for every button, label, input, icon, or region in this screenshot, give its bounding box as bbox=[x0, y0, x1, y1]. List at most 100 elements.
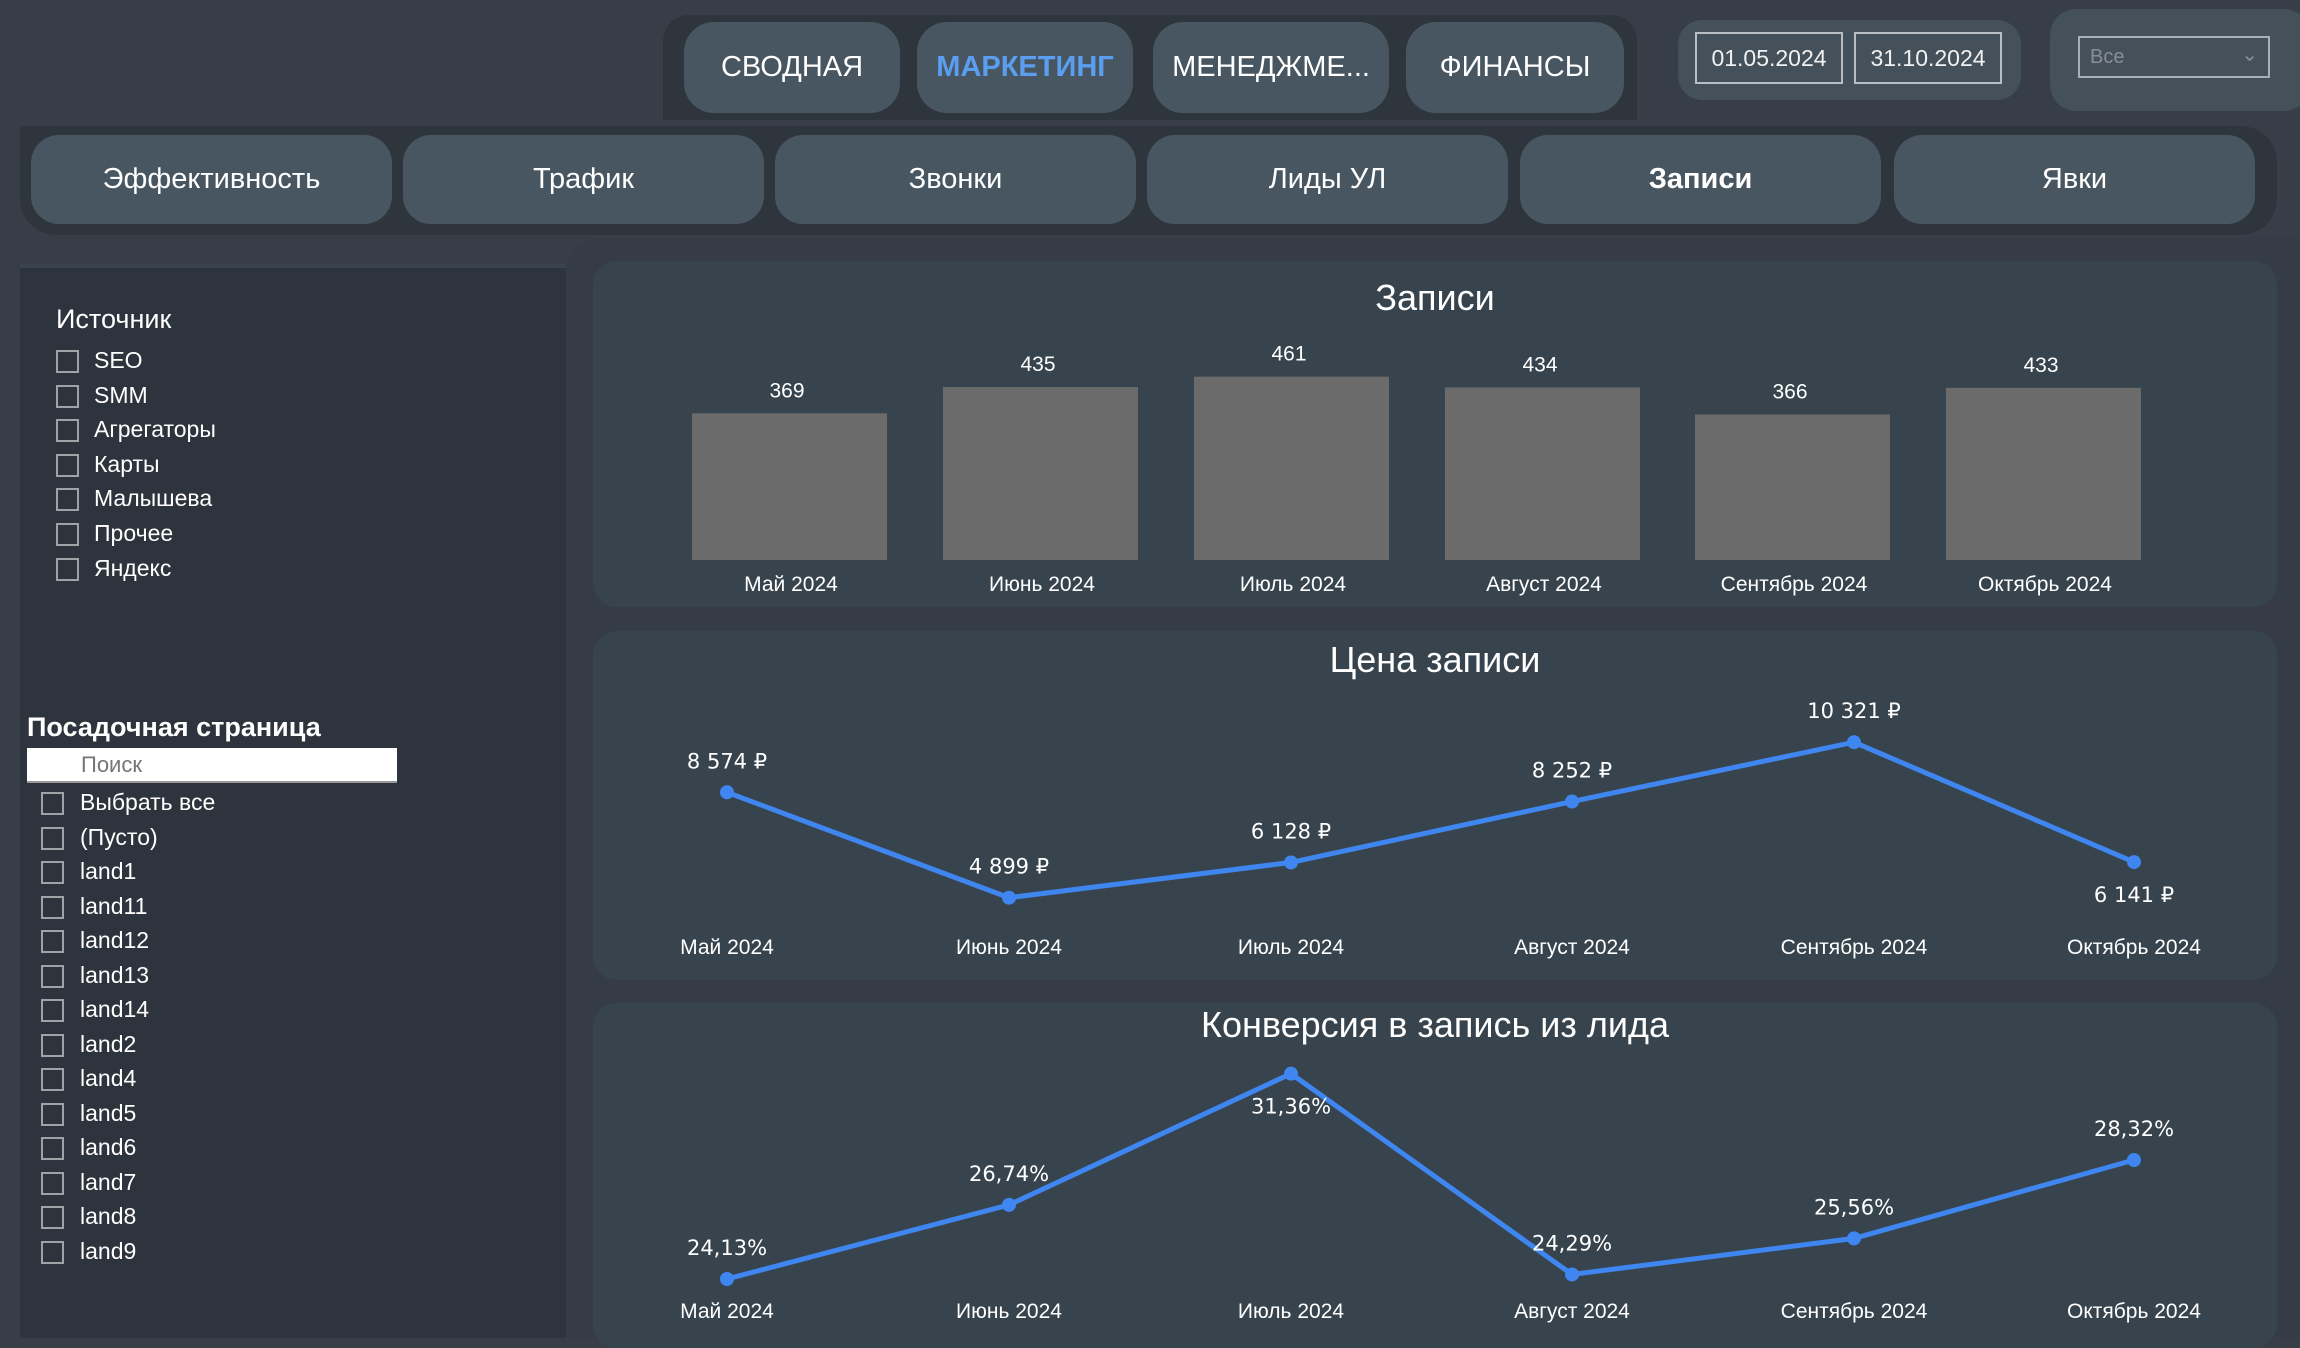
data-point bbox=[1002, 1197, 1016, 1212]
filter-dropdown[interactable]: Все ⌄ bbox=[2078, 36, 2270, 78]
data-label: 6 128 ₽ bbox=[1251, 819, 1331, 843]
landing-checkbox[interactable] bbox=[41, 826, 64, 850]
landing-option-label[interactable]: land12 bbox=[80, 927, 150, 953]
tab-effectiveness[interactable]: Эффективность bbox=[31, 135, 392, 224]
source-checkbox[interactable] bbox=[56, 350, 79, 373]
data-point bbox=[2127, 1153, 2141, 1168]
x-axis-label: Октябрь 2024 bbox=[2067, 1300, 2201, 1323]
bar bbox=[1946, 387, 2141, 560]
x-axis-label: Октябрь 2024 bbox=[2067, 936, 2201, 959]
data-label: 25,56% bbox=[1814, 1195, 1894, 1219]
x-axis-label: Август 2024 bbox=[1486, 573, 1602, 596]
source-checkbox[interactable] bbox=[56, 557, 79, 581]
source-checkbox[interactable] bbox=[56, 384, 79, 408]
source-option-label[interactable]: Яндекс bbox=[94, 554, 172, 581]
landing-option-label[interactable]: land2 bbox=[80, 1030, 137, 1057]
landing-checkbox[interactable] bbox=[41, 792, 64, 815]
data-point bbox=[720, 1272, 734, 1286]
source-option-label[interactable]: Прочее bbox=[94, 520, 174, 546]
bar bbox=[1194, 376, 1389, 560]
landing-checkbox[interactable] bbox=[41, 1240, 64, 1264]
top-nav: СВОДНАЯ МАРКЕТИНГ МЕНЕДЖМЕ... ФИНАНСЫ bbox=[663, 15, 1637, 120]
date-start-input[interactable]: 01.05.2024 bbox=[1695, 32, 1843, 84]
landing-option-label[interactable]: land11 bbox=[80, 892, 148, 919]
landing-checkbox[interactable] bbox=[41, 1033, 64, 1057]
source-option-label[interactable]: Карты bbox=[94, 450, 160, 477]
source-option-label[interactable]: SMM bbox=[94, 381, 148, 408]
bar-value-label: 435 bbox=[1020, 353, 1055, 376]
landing-option-label[interactable]: land4 bbox=[80, 1065, 137, 1091]
source-checkbox[interactable] bbox=[56, 453, 79, 477]
data-point bbox=[1002, 890, 1016, 905]
landing-checkbox[interactable] bbox=[41, 895, 64, 919]
landing-checkbox[interactable] bbox=[41, 1171, 64, 1195]
x-axis-label: Август 2024 bbox=[1514, 1300, 1630, 1323]
data-label: 4 899 ₽ bbox=[969, 855, 1049, 879]
source-option-label[interactable]: Малышева bbox=[94, 485, 213, 512]
landing-checkbox[interactable] bbox=[41, 930, 64, 953]
landing-checkbox[interactable] bbox=[41, 999, 64, 1022]
data-point bbox=[1284, 1066, 1298, 1081]
conversion-line-chart: 24,13% Май 2024 26,74% Июнь 2024 31,36% Июль … bbox=[680, 1066, 2201, 1323]
landing-checkbox[interactable] bbox=[41, 1102, 64, 1126]
landing-checkbox[interactable] bbox=[41, 1206, 64, 1229]
landing-checkbox[interactable] bbox=[41, 964, 64, 988]
data-label: 24,13% bbox=[687, 1236, 767, 1260]
tab-traffic[interactable]: Трафик bbox=[403, 135, 764, 224]
landing-option-label[interactable]: land8 bbox=[80, 1203, 137, 1229]
landing-checkbox[interactable] bbox=[41, 1068, 64, 1091]
source-option-label[interactable]: Агрегаторы bbox=[94, 416, 216, 443]
data-point bbox=[720, 785, 734, 800]
chart-title: Конверсия в запись из лида bbox=[1200, 1004, 1670, 1045]
x-axis-label: Октябрь 2024 bbox=[1978, 573, 2112, 596]
landing-option-label[interactable]: land6 bbox=[80, 1134, 137, 1160]
source-option-label[interactable]: SEO bbox=[94, 347, 143, 373]
chart-title: Записи bbox=[1375, 277, 1495, 318]
data-label: 8 252 ₽ bbox=[1532, 759, 1612, 783]
data-label: 26,74% bbox=[969, 1162, 1049, 1186]
nav-marketing[interactable]: МАРКЕТИНГ bbox=[917, 22, 1133, 113]
nav-management[interactable]: МЕНЕДЖМЕ... bbox=[1153, 22, 1389, 113]
bar bbox=[692, 413, 887, 560]
price-line-chart: 8 574 ₽ Май 2024 4 899 ₽ Июнь 2024 6 128 ₽ Ию… bbox=[680, 699, 2201, 959]
data-label: 8 574 ₽ bbox=[687, 749, 767, 773]
landing-option-label[interactable]: land9 bbox=[80, 1237, 137, 1264]
landing-checkbox[interactable] bbox=[41, 1137, 64, 1160]
data-point bbox=[1284, 855, 1298, 870]
x-axis-label: Май 2024 bbox=[680, 936, 774, 959]
series-line bbox=[726, 1070, 2135, 1282]
source-checkbox[interactable] bbox=[56, 488, 79, 512]
landing-option-label[interactable]: land5 bbox=[80, 1099, 137, 1126]
landing-option-label[interactable]: (Пусто) bbox=[80, 823, 158, 850]
dropdown-value: Все bbox=[2090, 46, 2125, 68]
tab-calls[interactable]: Звонки bbox=[775, 135, 1136, 224]
data-point bbox=[1847, 735, 1861, 750]
tab-visits[interactable]: Явки bbox=[1894, 135, 2255, 224]
date-end-input[interactable]: 31.10.2024 bbox=[1854, 32, 2002, 84]
landing-option-label[interactable]: land1 bbox=[80, 858, 137, 884]
bar-value-label: 369 bbox=[769, 379, 804, 402]
landing-filter-title: Посадочная страница bbox=[27, 712, 321, 742]
tab-leads[interactable]: Лиды УЛ bbox=[1147, 135, 1508, 224]
data-label: 31,36% bbox=[1251, 1095, 1331, 1119]
landing-option-label[interactable]: Выбрать все bbox=[80, 789, 216, 815]
landing-option-label[interactable]: land7 bbox=[80, 1168, 137, 1195]
source-filter-title: Источник bbox=[56, 304, 172, 334]
x-axis-label: Май 2024 bbox=[680, 1300, 774, 1323]
source-checkbox[interactable] bbox=[56, 523, 79, 546]
data-point bbox=[1565, 794, 1579, 809]
data-label: 10 321 ₽ bbox=[1807, 699, 1901, 723]
bar bbox=[943, 387, 1138, 560]
landing-option-label[interactable]: land13 bbox=[80, 961, 150, 988]
landing-option-label[interactable]: land14 bbox=[80, 996, 150, 1022]
nav-finance[interactable]: ФИНАНСЫ bbox=[1406, 22, 1624, 113]
landing-checkbox[interactable] bbox=[41, 861, 64, 884]
source-checkbox[interactable] bbox=[56, 419, 79, 443]
landing-search-input[interactable] bbox=[27, 748, 397, 783]
data-point bbox=[1847, 1231, 1861, 1246]
bar bbox=[1695, 414, 1890, 560]
tab-records[interactable]: Записи bbox=[1520, 135, 1881, 224]
price-chart-card: Цена записи 8 574 ₽ Май 2024 4 899 ₽ Июнь 2… bbox=[593, 631, 2277, 980]
nav-svodnaya[interactable]: СВОДНАЯ bbox=[684, 22, 900, 113]
bar-value-label: 366 bbox=[1772, 380, 1807, 403]
